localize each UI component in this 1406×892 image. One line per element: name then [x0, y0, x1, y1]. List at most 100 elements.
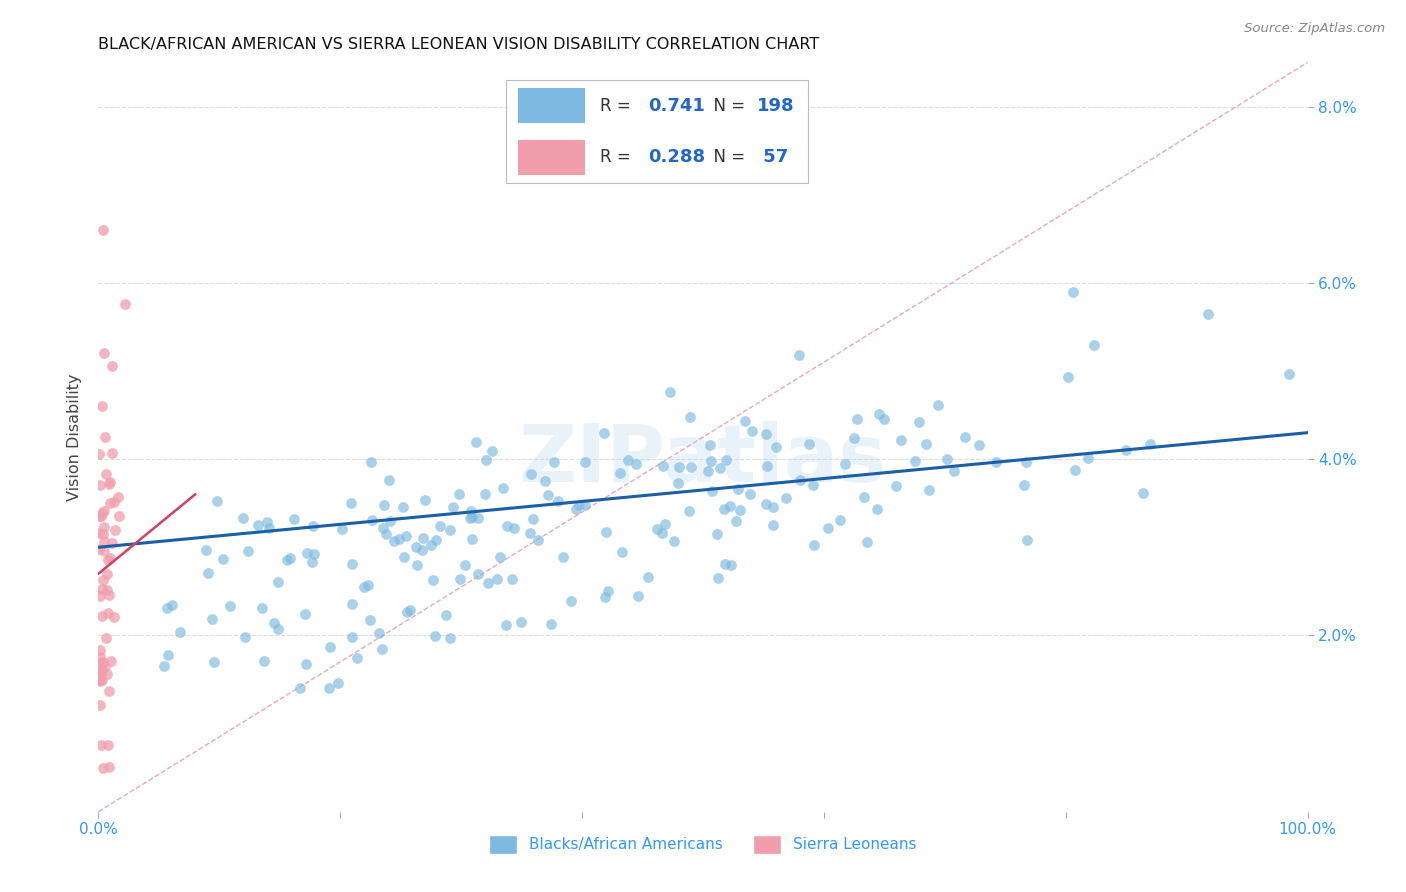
Point	[405, 541, 427, 555]
Point	[834, 458, 856, 472]
Point	[439, 523, 461, 537]
Point	[526, 533, 548, 548]
Point	[96, 582, 118, 597]
Point	[1132, 485, 1154, 500]
Point	[326, 676, 349, 690]
Point	[160, 598, 183, 612]
Point	[904, 454, 927, 468]
Point	[679, 409, 702, 424]
Point	[94, 631, 117, 645]
Point	[789, 473, 811, 487]
Point	[91, 223, 114, 237]
Point	[207, 494, 229, 508]
Point	[371, 641, 394, 656]
Point	[98, 476, 121, 491]
Bar	[519, 140, 585, 175]
Point	[294, 657, 316, 671]
Point	[103, 610, 125, 624]
Point	[90, 665, 112, 679]
Bar	[519, 88, 585, 123]
Point	[91, 657, 114, 671]
Point	[713, 502, 735, 516]
Y-axis label: Vision Disability: Vision Disability	[67, 374, 83, 500]
Text: R =: R =	[600, 148, 636, 166]
Point	[467, 567, 489, 582]
Point	[441, 500, 464, 515]
Point	[246, 518, 269, 533]
Point	[101, 536, 124, 550]
Point	[547, 494, 569, 508]
Point	[595, 525, 617, 540]
Point	[302, 547, 325, 561]
Point	[391, 500, 413, 514]
Point	[346, 650, 368, 665]
Point	[474, 487, 496, 501]
Point	[481, 443, 503, 458]
Point	[340, 630, 363, 644]
Point	[233, 630, 256, 644]
Point	[460, 510, 482, 524]
Point	[93, 346, 115, 360]
Text: 0.288: 0.288	[648, 148, 706, 166]
Point	[678, 504, 700, 518]
Point	[395, 605, 418, 619]
Point	[1278, 368, 1301, 382]
Point	[238, 543, 260, 558]
Point	[156, 648, 179, 663]
Point	[765, 440, 787, 454]
Point	[645, 522, 668, 536]
Point	[100, 496, 122, 510]
Point	[91, 573, 114, 587]
Point	[449, 573, 471, 587]
Point	[108, 509, 131, 524]
Point	[714, 558, 737, 572]
Point	[267, 623, 290, 637]
Text: N =: N =	[703, 148, 749, 166]
Point	[256, 515, 278, 529]
Point	[725, 514, 748, 528]
Point	[388, 533, 411, 547]
Point	[98, 684, 121, 698]
Point	[399, 603, 422, 617]
Point	[593, 590, 616, 604]
Point	[501, 572, 523, 586]
Point	[425, 533, 447, 547]
Point	[100, 654, 122, 668]
Point	[373, 498, 395, 512]
Point	[340, 557, 363, 571]
Point	[651, 526, 673, 541]
Point	[290, 681, 312, 696]
Point	[89, 447, 111, 461]
Point	[696, 465, 718, 479]
Point	[353, 580, 375, 594]
Point	[278, 551, 301, 566]
Point	[283, 512, 305, 526]
Point	[700, 484, 723, 499]
Point	[194, 542, 217, 557]
Point	[461, 532, 484, 546]
Point	[718, 499, 741, 513]
Point	[610, 545, 633, 559]
Point	[803, 538, 825, 552]
Point	[97, 738, 120, 752]
Point	[382, 534, 405, 549]
Point	[98, 551, 121, 566]
Point	[91, 609, 114, 624]
Point	[449, 487, 471, 501]
Point	[380, 514, 402, 528]
Point	[98, 588, 121, 602]
Point	[681, 459, 703, 474]
Text: 57: 57	[756, 148, 789, 166]
Point	[762, 518, 785, 533]
Point	[103, 495, 125, 509]
Point	[360, 455, 382, 469]
Point	[202, 655, 225, 669]
Point	[1015, 455, 1038, 469]
Point	[917, 483, 939, 497]
Point	[94, 659, 117, 673]
Point	[405, 558, 427, 572]
Point	[359, 613, 381, 627]
Point	[755, 459, 778, 474]
Point	[103, 524, 125, 538]
Point	[93, 533, 115, 548]
